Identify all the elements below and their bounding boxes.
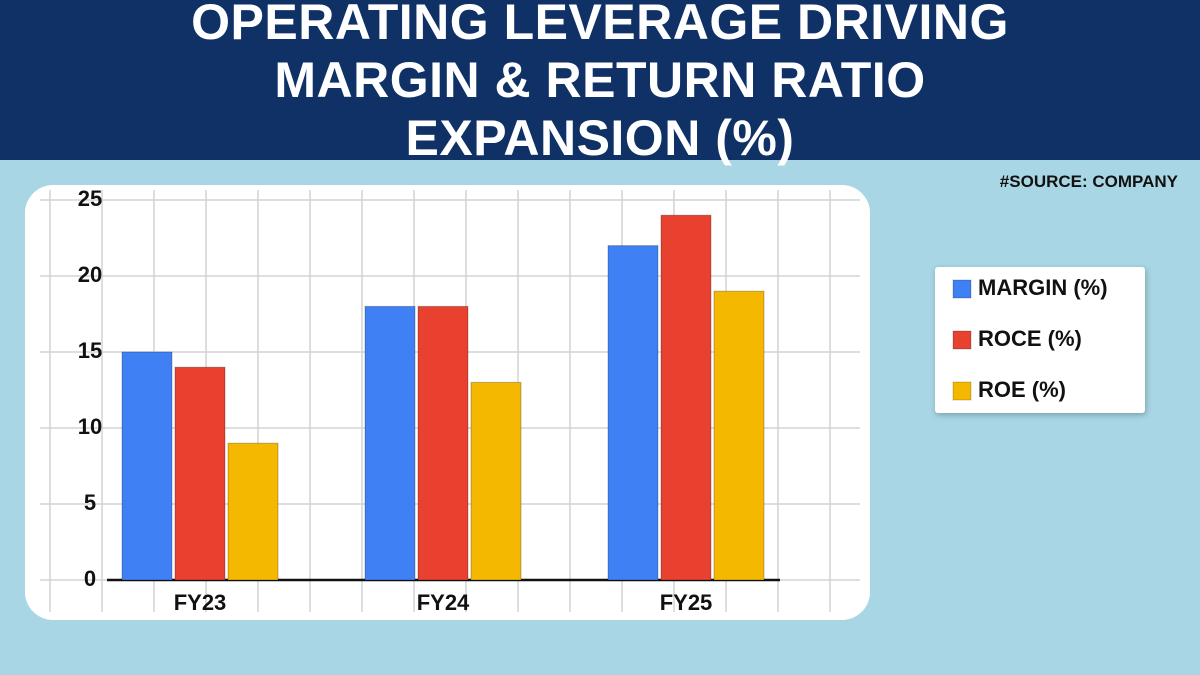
chart-title: OPERATING LEVERAGE DRIVING MARGIN & RETU…: [191, 0, 1009, 166]
bar: [607, 245, 659, 581]
y-tick-label: 0: [84, 566, 96, 591]
bar: [713, 290, 765, 581]
legend-swatch: [952, 330, 972, 350]
bar: [470, 381, 522, 581]
y-tick-label: 10: [78, 414, 102, 439]
legend-box: [935, 267, 1145, 413]
x-tick-label: FY25: [660, 590, 713, 615]
legend-label: MARGIN (%): [978, 275, 1108, 300]
bar: [121, 351, 173, 581]
header: OPERATING LEVERAGE DRIVING MARGIN & RETU…: [0, 0, 1200, 166]
legend-swatch: [952, 381, 972, 401]
legend-label: ROE (%): [978, 377, 1066, 402]
y-tick-label: 15: [78, 338, 102, 363]
source-note: #SOURCE: COMPANY: [999, 172, 1178, 191]
x-tick-label: FY23: [174, 590, 227, 615]
bar: [660, 214, 712, 581]
y-tick-label: 5: [84, 490, 96, 515]
y-tick-label: 20: [78, 262, 102, 287]
x-tick-label: FY24: [417, 590, 470, 615]
bar: [364, 305, 416, 581]
bar: [174, 366, 226, 581]
bar: [227, 442, 279, 581]
bar: [417, 305, 469, 581]
y-tick-label: 25: [78, 186, 102, 211]
legend-swatch: [952, 279, 972, 299]
legend-label: ROCE (%): [978, 326, 1082, 351]
